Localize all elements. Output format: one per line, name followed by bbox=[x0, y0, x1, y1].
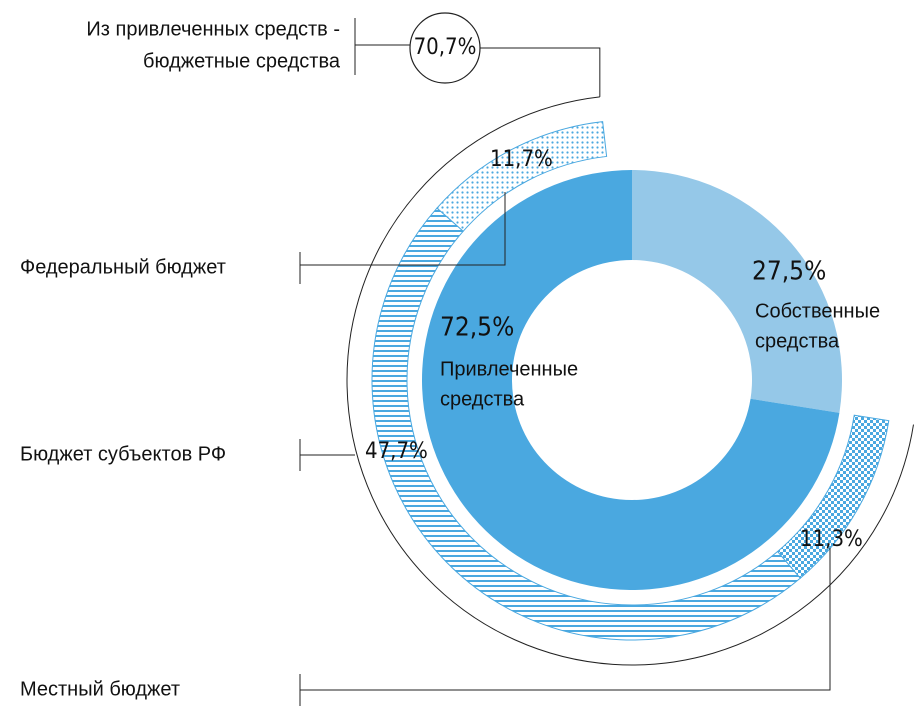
leader bbox=[300, 548, 831, 691]
inner-segment bbox=[422, 170, 840, 590]
outer-category: Местный бюджет bbox=[20, 678, 180, 700]
outer-category: Бюджет субъектов РФ bbox=[20, 443, 226, 465]
inner-value-label: 72,5% bbox=[440, 313, 514, 343]
inner-category: средства bbox=[440, 388, 525, 410]
outer-category: Федеральный бюджет bbox=[20, 256, 226, 278]
annotation-arc bbox=[346, 96, 914, 666]
outer-segment bbox=[436, 121, 608, 232]
outer-segment bbox=[371, 207, 801, 641]
inner-value-label: 27,5% bbox=[752, 257, 826, 287]
leader bbox=[300, 192, 506, 266]
inner-segment bbox=[632, 170, 842, 413]
annotation-text: бюджетные средства bbox=[143, 50, 341, 72]
outer-value-label: 47,7% bbox=[365, 439, 428, 464]
inner-category: Собственные bbox=[755, 300, 880, 322]
outer-value-label: 11,3% bbox=[800, 527, 863, 552]
annotation-value: 70,7% bbox=[414, 35, 477, 60]
annotation-text: Из привлеченных средств - bbox=[86, 18, 340, 40]
inner-category: Привлеченные bbox=[440, 358, 578, 380]
leader bbox=[480, 47, 601, 97]
outer-value-label: 11,7% bbox=[490, 147, 553, 172]
inner-category: средства bbox=[755, 330, 840, 352]
